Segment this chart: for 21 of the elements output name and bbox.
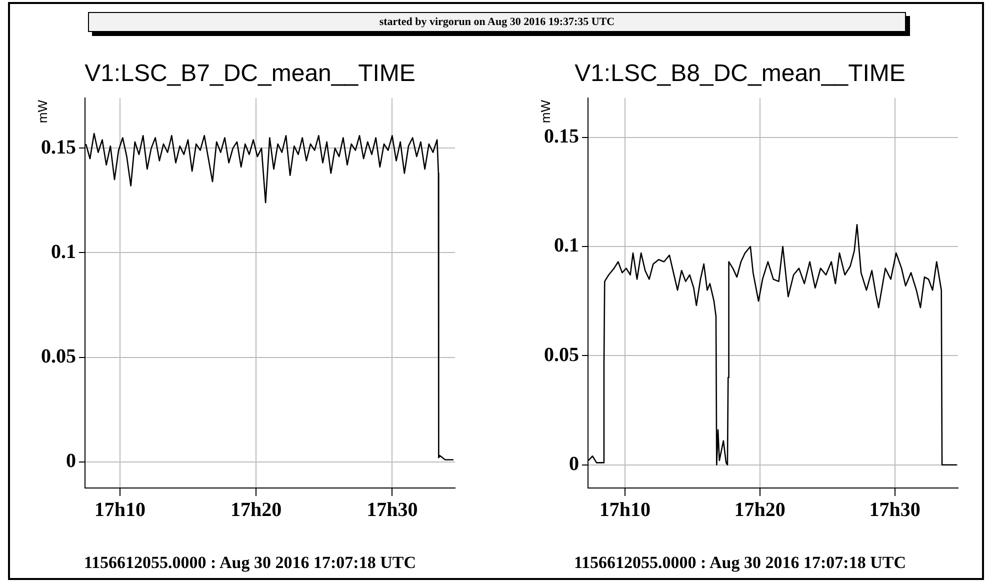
text: started by virgorun on Aug 30 2016 19:37:35 UTC	[88, 12, 906, 32]
y-tick-label: 0.05	[544, 344, 579, 366]
x-tick-label: 17h30	[366, 499, 418, 522]
chart-title: V1:LSC_B8_DC_mean__TIME	[574, 60, 906, 88]
x-tick-label: 17h10	[94, 499, 146, 522]
y-tick-label: 0.15	[41, 136, 76, 158]
y-tick-label: 0	[569, 453, 579, 476]
y-axis-title: mW	[538, 99, 554, 124]
x-tick-label: 17h30	[869, 499, 920, 522]
y-tick-label: 0.1	[554, 234, 579, 257]
x-tick-label: 17h20	[734, 499, 786, 522]
y-tick-label: 0.05	[41, 345, 76, 368]
text: 1156612055.0000 : Aug 30 2016 17:07:18 UTC	[83, 553, 417, 573]
y-tick-label: 0	[66, 450, 76, 472]
chart-title: V1:LSC_B7_DC_mean__TIME	[84, 60, 416, 88]
y-axis-title: mW	[35, 99, 50, 124]
y-tick-label: 0.15	[544, 125, 579, 148]
y-tick-label: 0.1	[51, 240, 76, 263]
x-tick-label: 17h20	[230, 499, 282, 522]
x-tick-label: 17h10	[599, 499, 650, 522]
text: 1156612055.0000 : Aug 30 2016 17:07:18 UTC	[573, 553, 907, 573]
